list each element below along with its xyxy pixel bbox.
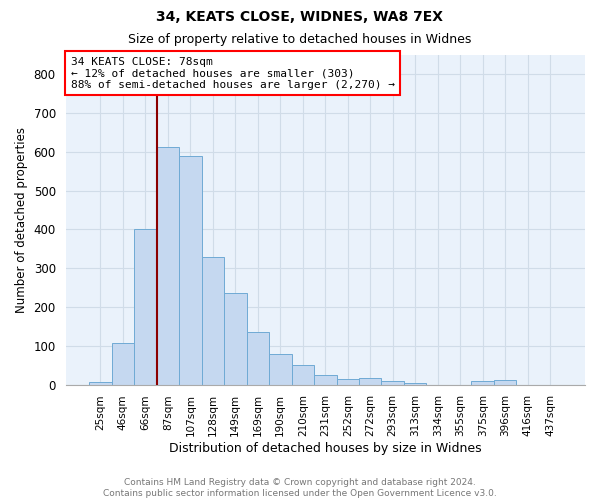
Text: 34, KEATS CLOSE, WIDNES, WA8 7EX: 34, KEATS CLOSE, WIDNES, WA8 7EX (157, 10, 443, 24)
Bar (179, 156, 202, 384)
Bar (224, 292, 247, 384)
Bar (202, 256, 224, 384)
Bar (314, 376, 337, 384)
Text: Contains HM Land Registry data © Crown copyright and database right 2024.
Contai: Contains HM Land Registry data © Crown c… (103, 478, 497, 498)
Bar (337, 379, 359, 384)
Bar (494, 380, 517, 384)
Text: Size of property relative to detached houses in Widnes: Size of property relative to detached ho… (128, 32, 472, 46)
Bar (247, 332, 269, 384)
Bar (134, 230, 157, 384)
Bar (157, 146, 179, 384)
Bar (292, 365, 314, 384)
Bar (472, 381, 494, 384)
Y-axis label: Number of detached properties: Number of detached properties (15, 127, 28, 313)
Bar (382, 381, 404, 384)
Bar (359, 378, 382, 384)
Bar (404, 382, 427, 384)
X-axis label: Distribution of detached houses by size in Widnes: Distribution of detached houses by size … (169, 442, 482, 455)
Bar (269, 354, 292, 384)
Text: 34 KEATS CLOSE: 78sqm
← 12% of detached houses are smaller (303)
88% of semi-det: 34 KEATS CLOSE: 78sqm ← 12% of detached … (71, 56, 395, 90)
Bar (89, 382, 112, 384)
Bar (112, 344, 134, 384)
